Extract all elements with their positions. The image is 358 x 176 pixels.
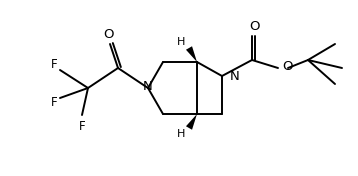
Text: O: O <box>250 20 260 33</box>
Text: H: H <box>177 129 185 139</box>
Text: N: N <box>230 70 240 83</box>
Text: O: O <box>103 27 113 40</box>
Text: F: F <box>51 58 57 71</box>
Polygon shape <box>186 114 197 130</box>
Text: O: O <box>282 59 292 73</box>
Text: F: F <box>51 96 57 109</box>
Text: N: N <box>143 80 153 93</box>
Polygon shape <box>186 46 197 62</box>
Text: F: F <box>79 121 85 134</box>
Text: H: H <box>177 37 185 47</box>
